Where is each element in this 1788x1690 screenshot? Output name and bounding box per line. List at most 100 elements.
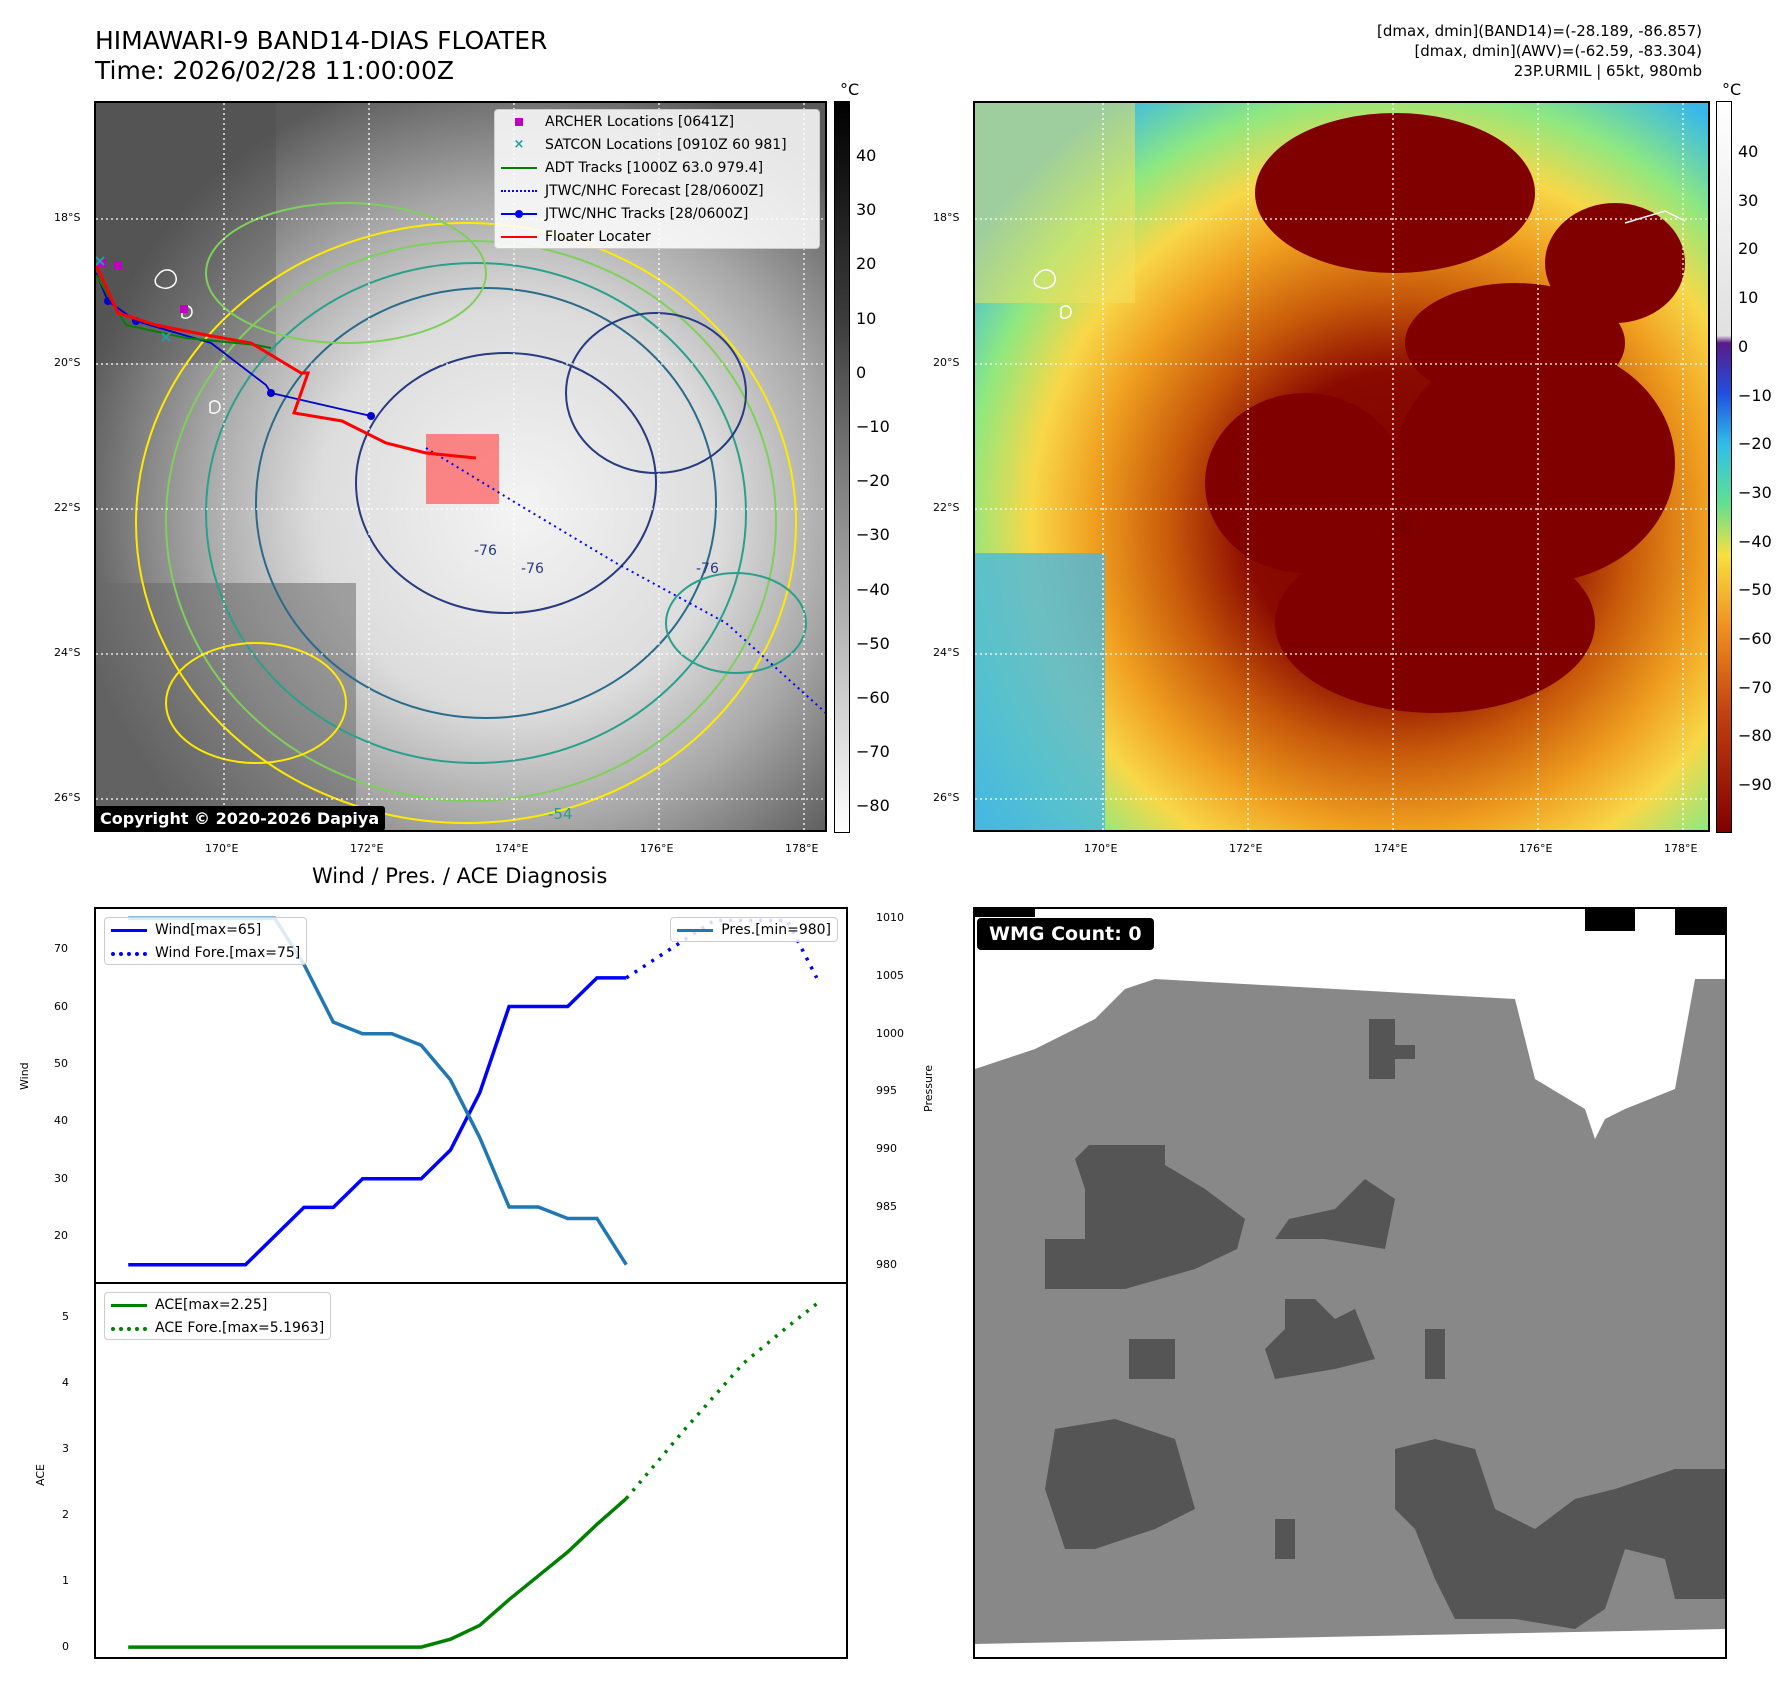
ace-ytick: 5	[62, 1310, 69, 1323]
pressure-legend: Pres.[min=980]	[670, 917, 838, 942]
lon-label: 170°E	[205, 842, 239, 855]
contour-label: -76	[696, 561, 719, 577]
lon-label: 178°E	[785, 842, 819, 855]
pressure-ytick: 985	[876, 1199, 897, 1213]
lat-label: 26°S	[54, 791, 81, 804]
colorbar-tick: −30	[1738, 482, 1772, 502]
color-colorbar-unit: °C	[1722, 80, 1742, 99]
ace-ytick: 3	[62, 1442, 69, 1456]
pressure-line	[128, 916, 628, 1266]
legend-item-adt: ADT Tracks [1000Z 63.0 979.4]	[495, 156, 819, 179]
legend-item-floater: Floater Locater	[495, 225, 819, 248]
lon-label: 176°E	[1519, 842, 1553, 855]
colorbar-tick: 10	[1738, 288, 1759, 308]
chart-timestamp: Time: 2026/02/28 11:00:00Z	[95, 56, 454, 85]
lat-label: 22°S	[933, 501, 960, 514]
ace-ytick: 2	[62, 1508, 69, 1522]
lon-label: 174°E	[495, 842, 529, 855]
wmg-count-badge: WMG Count: 0	[977, 918, 1154, 950]
lon-label: 176°E	[640, 842, 674, 855]
wmg-panel	[973, 907, 1727, 1659]
lat-label: 20°S	[54, 356, 81, 369]
ace-ytick: 4	[62, 1376, 69, 1390]
diagnosis-title: Wind / Pres. / ACE Diagnosis	[312, 864, 608, 888]
legend-item-wind-forecast: Wind Fore.[max=75]	[105, 941, 306, 964]
colorbar-tick: 20	[1738, 239, 1759, 259]
colorbar-tick: −90	[1738, 775, 1772, 795]
contour-label: -54	[548, 805, 573, 823]
awv-map-panel	[973, 101, 1710, 832]
meta-awv-range: [dmax, dmin](AWV)=(-62.59, -83.304)	[1414, 42, 1702, 60]
colorbar-tick: −10	[856, 417, 890, 436]
ace-forecast-line	[624, 1302, 818, 1500]
ace-plot	[128, 1302, 818, 1649]
pressure-ytick: 1005	[876, 968, 904, 982]
legend-item-pressure: Pres.[min=980]	[671, 918, 837, 941]
wind-line	[128, 976, 627, 1267]
lon-label: 172°E	[350, 842, 384, 855]
meta-band14-range: [dmax, dmin](BAND14)=(-28.189, -86.857)	[1377, 22, 1702, 40]
meta-storm-info: 23P.URMIL | 65kt, 980mb	[1513, 62, 1702, 80]
pressure-ytick: 980	[876, 1257, 897, 1271]
wind-ytick: 30	[54, 1171, 68, 1185]
floater-box	[426, 434, 499, 504]
lon-label: 178°E	[1664, 842, 1698, 855]
wind-pressure-chart-panel: Wind[max=65] Wind Fore.[max=75] Pres.[mi…	[94, 907, 848, 1284]
lat-label: 22°S	[54, 501, 81, 514]
legend-item-ace-forecast: ACE Fore.[max=5.1963]	[105, 1316, 330, 1339]
legend-item-ace: ACE[max=2.25]	[105, 1293, 330, 1316]
wind-ytick: 50	[54, 1056, 68, 1070]
ace-ytick: 0	[62, 1640, 69, 1654]
colorbar-tick: −40	[1738, 531, 1772, 551]
wind-ytick: 70	[54, 942, 68, 956]
wind-ytick: 40	[54, 1114, 68, 1128]
lat-label: 18°S	[54, 211, 81, 224]
colorbar-tick: −30	[856, 525, 890, 545]
colorbar-tick: −70	[856, 742, 890, 762]
ace-chart-panel: ACE[max=2.25] ACE Fore.[max=5.1963]	[94, 1282, 848, 1659]
colorbar-tick: −60	[1738, 629, 1772, 648]
ace-legend: ACE[max=2.25] ACE Fore.[max=5.1963]	[104, 1292, 332, 1340]
lat-label: 26°S	[933, 791, 960, 804]
legend-item-jtwc-tracks: JTWC/NHC Tracks [28/0600Z]	[495, 202, 819, 225]
colorbar-tick: 40	[856, 146, 877, 165]
colorbar-tick: 10	[856, 308, 877, 328]
floater-locater-track	[96, 264, 477, 460]
colorbar-tick: −50	[856, 633, 890, 653]
contour-label: -76	[474, 543, 497, 559]
colorbar-tick: 40	[1738, 142, 1759, 161]
awv-map-canvas	[975, 103, 1708, 830]
pressure-ytick: 995	[876, 1084, 897, 1098]
gray-colorbar-unit: °C	[840, 80, 860, 99]
pressure-ytick: 1010	[876, 911, 904, 925]
colorbar-tick: −80	[1738, 726, 1772, 746]
legend-item-satcon: × SATCON Locations [0910Z 60 981]	[513, 136, 787, 153]
ace-line	[128, 1497, 628, 1649]
wind-ytick: 20	[54, 1229, 68, 1243]
wind-legend: Wind[max=65] Wind Fore.[max=75]	[104, 917, 308, 965]
lat-label: 20°S	[933, 356, 960, 369]
legend-item-wind: Wind[max=65]	[105, 918, 306, 941]
wind-ytick: 60	[54, 999, 68, 1013]
pressure-ytick: 990	[876, 1142, 897, 1156]
colorbar-tick: −60	[856, 688, 890, 707]
lat-label: 24°S	[54, 646, 81, 659]
ace-axis-label: ACE	[34, 1464, 47, 1486]
wind-axis-label: Wind	[18, 1062, 31, 1090]
lon-label: 174°E	[1374, 842, 1408, 855]
colorbar-tick: 0	[856, 362, 867, 382]
island-outline	[154, 269, 177, 289]
colorbar-tick: −50	[1738, 580, 1772, 600]
colorbar-tick: 0	[1738, 336, 1749, 356]
map-legend: ARCHER Locations [0641Z] × SATCON Locati…	[494, 109, 820, 249]
pressure-axis-label: Pressure	[922, 1065, 935, 1112]
colorbar-tick: −80	[856, 796, 890, 816]
jtwc-forecast-track	[425, 447, 825, 714]
colorbar-tick: 30	[856, 200, 877, 220]
legend-item-jtwc-forecast: JTWC/NHC Forecast [28/0600Z]	[495, 179, 819, 202]
contour-label: -76	[521, 561, 544, 577]
colorbar-tick: −70	[1738, 677, 1772, 697]
legend-item-archer: ARCHER Locations [0641Z]	[495, 110, 819, 133]
ir-map-panel: -76 -76 -76 -54 ARCHER Locations [0641Z]…	[94, 101, 827, 832]
lat-label: 24°S	[933, 646, 960, 659]
